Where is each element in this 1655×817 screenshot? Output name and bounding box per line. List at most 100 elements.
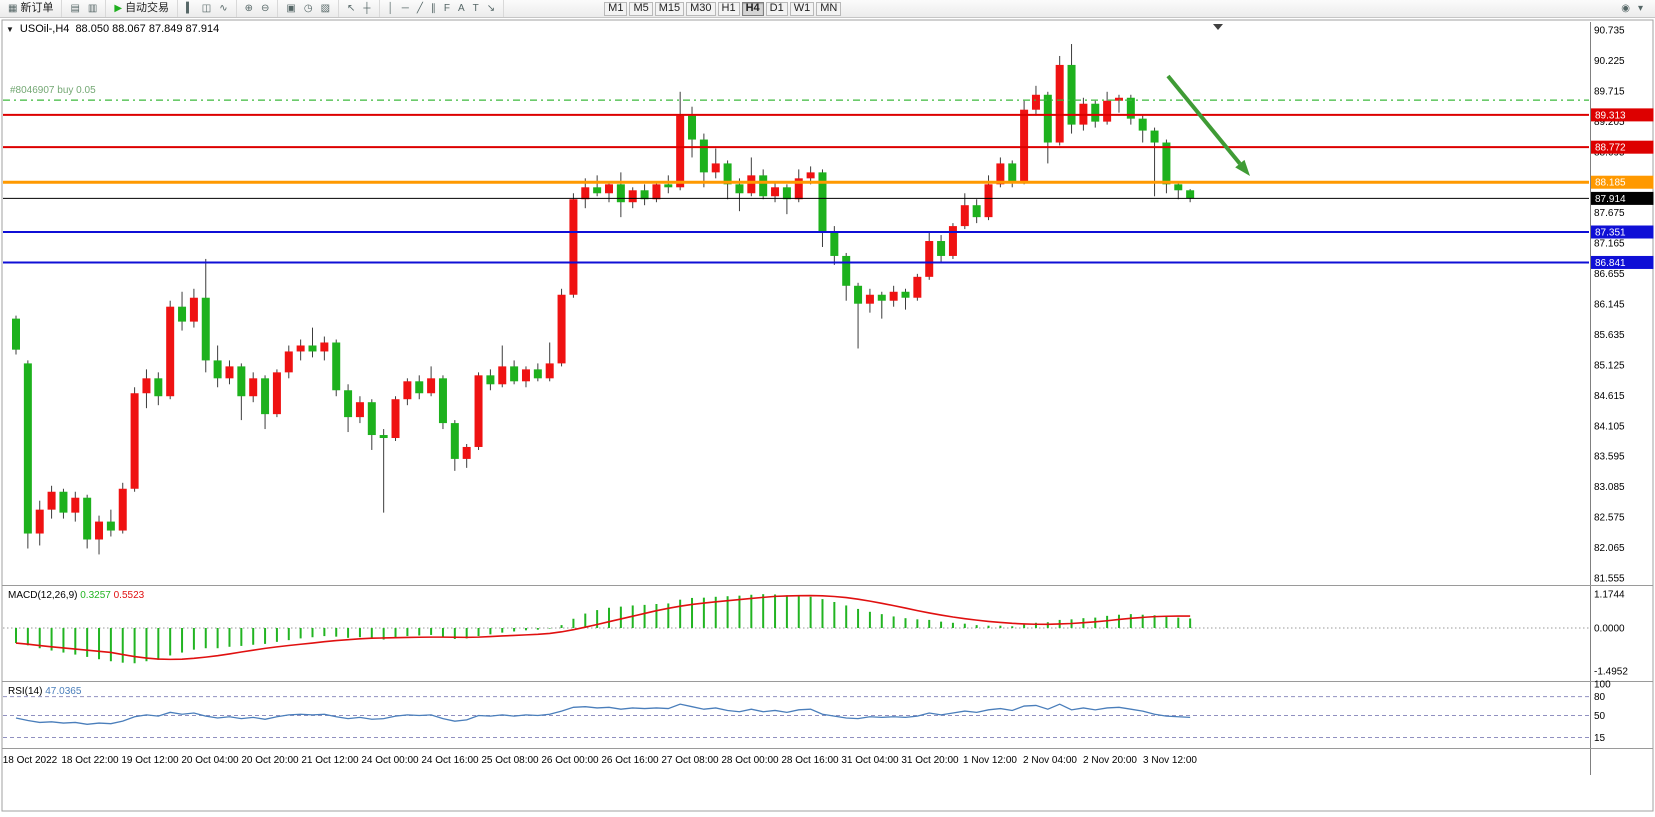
svg-text:21 Oct 12:00: 21 Oct 12:00: [301, 755, 359, 766]
trend-arrow-object[interactable]: [1166, 74, 1250, 176]
autotrading-button[interactable]: ▶ 自动交易: [110, 0, 173, 17]
price-axis[interactable]: 90.73590.22589.71589.20588.69588.18587.6…: [1594, 26, 1625, 585]
toolbar-group: ▶ 自动交易: [106, 0, 179, 17]
toolbar-group: ▣ ◷ ▧: [278, 0, 340, 17]
chevron-down-icon: ▾: [1637, 3, 1643, 14]
macd-name: MACD(12,26,9): [8, 590, 78, 601]
tf-h1-label: H1: [721, 2, 736, 14]
svg-text:1.1744: 1.1744: [1594, 590, 1625, 601]
chart-title: USOil-,H4: [19, 23, 70, 35]
svg-text:86.655: 86.655: [1594, 269, 1625, 280]
clock-icon: ◷: [303, 3, 313, 14]
svg-text:89.313: 89.313: [1595, 110, 1626, 121]
more-button[interactable]: ▾: [1634, 0, 1647, 17]
vertical-line-button[interactable]: │: [384, 0, 398, 17]
new-order-button-label: 新订单: [20, 2, 54, 14]
crosshair-button[interactable]: ┼: [359, 0, 374, 17]
arrow-icon: ↘: [486, 3, 496, 14]
trendline-button[interactable]: ╱: [413, 0, 427, 17]
zoom-out-button[interactable]: ⊖: [257, 0, 273, 17]
tf-m30[interactable]: M30: [686, 1, 716, 16]
template-icon: ▧: [320, 3, 331, 14]
tf-d1[interactable]: D1: [765, 1, 788, 16]
tf-h1[interactable]: H1: [717, 1, 740, 16]
horizontal-line-icon: ─: [401, 3, 409, 14]
pane-dividers: [2, 22, 1653, 775]
svg-text:81.555: 81.555: [1594, 574, 1625, 585]
cursor-button[interactable]: ↖: [343, 0, 359, 17]
tf-mn-label: MN: [820, 2, 838, 14]
chart-title-strip: ▼ USOil-,H4 88.050 88.067 87.849 87.914: [6, 23, 219, 35]
svg-text:15: 15: [1594, 733, 1606, 744]
price-badge: [1590, 140, 1654, 154]
svg-text:86.841: 86.841: [1595, 258, 1626, 269]
chart-window-frame: [1, 19, 1654, 812]
open-position-label: #8046907 buy 0.05: [10, 85, 96, 96]
charts-window-button[interactable]: ▤: [66, 0, 83, 17]
search-button[interactable]: ◉: [1617, 0, 1634, 17]
svg-text:83.595: 83.595: [1594, 452, 1625, 463]
crosshair-icon: ┼: [363, 3, 371, 14]
horizontal-line-objects[interactable]: [3, 99, 1589, 264]
candlestick-chart-button[interactable]: ◫: [198, 0, 215, 17]
period-button[interactable]: ◷: [300, 0, 317, 17]
price-badges: 89.313 88.772 88.185 87.351 86.841 87.914: [1590, 108, 1654, 269]
svg-text:89.715: 89.715: [1594, 86, 1625, 97]
svg-text:87.165: 87.165: [1594, 239, 1625, 250]
svg-text:88.772: 88.772: [1595, 143, 1626, 154]
tf-m1[interactable]: M1: [604, 1, 628, 16]
template-button[interactable]: ▧: [317, 0, 334, 17]
price-badge: [1590, 108, 1654, 122]
fibonacci-button[interactable]: F: [440, 0, 454, 17]
svg-text:31 Oct 20:00: 31 Oct 20:00: [901, 755, 959, 766]
macd-pane[interactable]: 1.1744 0.0000 -1.4952: [3, 590, 1628, 678]
toolbar-group: ▦ 新订单: [0, 0, 63, 17]
horizontal-line-button[interactable]: ─: [398, 0, 413, 17]
search-icon: ◉: [1621, 3, 1630, 14]
svg-text:27 Oct 08:00: 27 Oct 08:00: [661, 755, 719, 766]
svg-text:50: 50: [1594, 711, 1606, 722]
toolbar-group: ▍ ◫ ∿: [178, 0, 237, 17]
toolbar-group: ↖ ┼: [339, 0, 380, 17]
rsi-name: RSI(14): [8, 686, 43, 697]
arrows-button[interactable]: ↘: [483, 0, 499, 17]
rsi-label: RSI(14) 47.0365: [8, 686, 81, 697]
text-button[interactable]: A: [454, 0, 469, 17]
price-badge: [1590, 175, 1654, 189]
tile-windows-button[interactable]: ▣: [282, 0, 299, 17]
svg-text:88.185: 88.185: [1595, 178, 1626, 189]
svg-text:20 Oct 20:00: 20 Oct 20:00: [241, 755, 299, 766]
time-axis[interactable]: 18 Oct 2022 18 Oct 22:00 19 Oct 12:00 20 Oc…: [3, 755, 1198, 766]
tf-w1[interactable]: W1: [789, 1, 815, 16]
svg-text:26 Oct 16:00: 26 Oct 16:00: [601, 755, 659, 766]
label-icon: T: [472, 3, 479, 14]
profiles-icon: ▥: [87, 3, 98, 14]
tf-h4[interactable]: H4: [741, 1, 764, 16]
tf-m5[interactable]: M5: [629, 1, 653, 16]
svg-text:0.0000: 0.0000: [1594, 624, 1625, 635]
new-order-button[interactable]: ▦ 新订单: [4, 0, 57, 17]
channel-button[interactable]: ∥: [427, 0, 440, 17]
svg-text:85.635: 85.635: [1594, 330, 1625, 341]
chart-ohlc-readout: 88.050 88.067 87.849 87.914: [75, 23, 220, 35]
bar-chart-button[interactable]: ▍: [182, 0, 198, 17]
svg-text:89.205: 89.205: [1594, 117, 1625, 128]
svg-text:24 Oct 16:00: 24 Oct 16:00: [421, 755, 479, 766]
vertical-line-icon: │: [387, 3, 394, 14]
cursor-icon: ↖: [347, 3, 356, 14]
price-badge: [1590, 225, 1654, 239]
line-chart-button[interactable]: ∿: [215, 0, 231, 17]
one-click-trading-toggle[interactable]: ▼: [6, 24, 14, 34]
svg-text:2 Nov 04:00: 2 Nov 04:00: [1023, 755, 1077, 766]
profiles-button[interactable]: ▥: [84, 0, 101, 17]
chart-shift-marker[interactable]: [1213, 24, 1223, 30]
tf-mn[interactable]: MN: [816, 1, 842, 16]
price-badge: [1590, 255, 1654, 269]
tf-m15[interactable]: M15: [654, 1, 685, 16]
tf-m15-label: M15: [658, 2, 681, 14]
macd-main-value: 0.3257: [80, 590, 111, 601]
zoom-in-button[interactable]: ⊕: [241, 0, 257, 17]
label-button[interactable]: T: [469, 0, 483, 17]
